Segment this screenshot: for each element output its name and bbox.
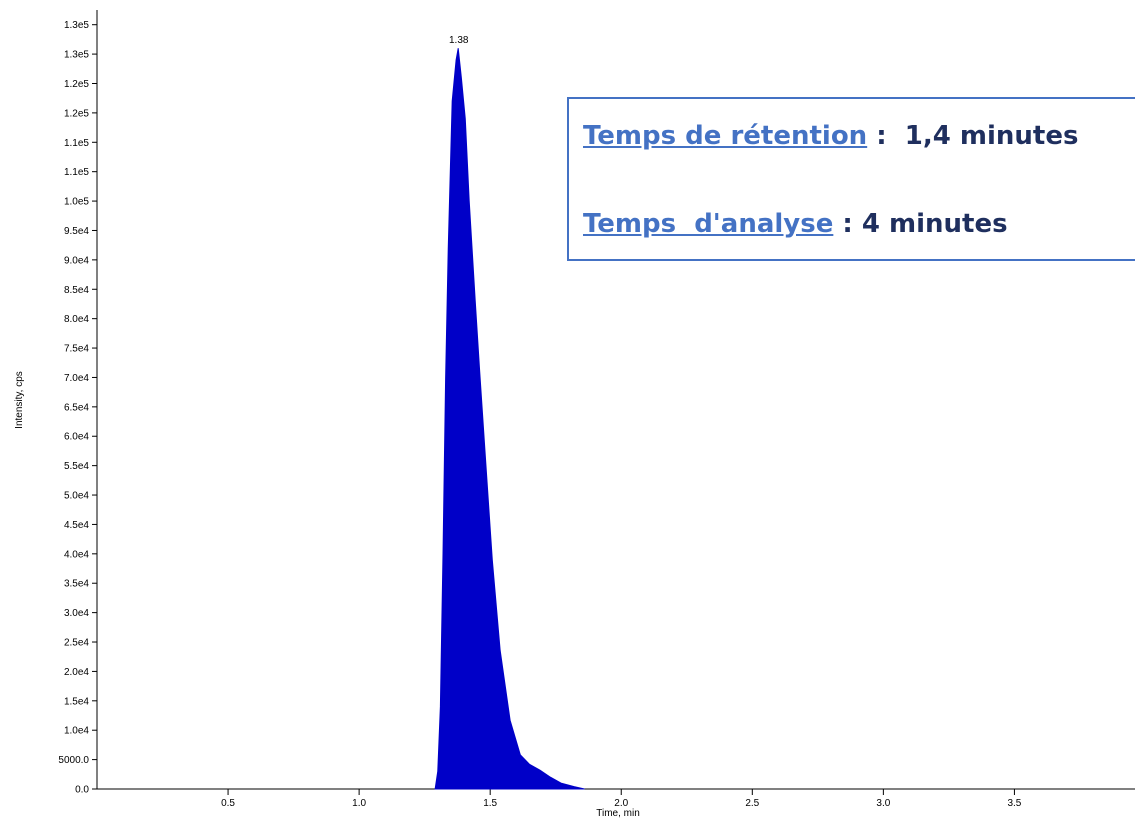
annotation-label: Temps de rétention	[583, 121, 868, 151]
annotation-separator: :	[833, 209, 862, 239]
annotation-box: Temps de rétention : 1,4 minutes Temps d…	[567, 97, 1135, 261]
x-tick-label: 0.5	[221, 798, 235, 809]
annotation-separator: :	[867, 121, 905, 151]
peak-label: 1.38	[449, 35, 469, 46]
x-tick-label: 3.0	[876, 798, 890, 809]
y-tick-label: 9.0e4	[64, 255, 89, 266]
y-tick-label: 1.0e5	[64, 197, 89, 208]
annotation-line: Temps d'analyse : 4 minutes	[583, 209, 1008, 239]
y-tick-label: 1.5e4	[64, 696, 89, 707]
y-tick-label: 1.3e5	[64, 20, 89, 31]
y-tick-label: 5.0e4	[64, 491, 89, 502]
y-tick-label: 3.5e4	[64, 579, 89, 590]
y-tick-label: 8.0e4	[64, 314, 89, 325]
x-tick-label: 1.5	[483, 798, 497, 809]
x-tick-label: 1.0	[352, 798, 366, 809]
y-tick-label: 2.0e4	[64, 667, 89, 678]
y-tick-label: 1.1e5	[64, 167, 89, 178]
y-tick-label: 3.0e4	[64, 608, 89, 619]
y-tick-label: 9.5e4	[64, 226, 89, 237]
y-tick-label: 7.0e4	[64, 373, 89, 384]
annotation-label: Temps d'analyse	[583, 209, 834, 239]
y-tick-label: 5.5e4	[64, 461, 89, 472]
y-tick-label: 1.3e5	[64, 50, 89, 61]
y-tick-label: 5000.0	[58, 755, 89, 766]
x-tick-label: 2.0	[614, 798, 628, 809]
y-tick-label: 6.0e4	[64, 432, 89, 443]
annotation-line: Temps de rétention : 1,4 minutes	[583, 121, 1078, 151]
annotation-value: 4 minutes	[861, 209, 1008, 239]
y-tick-label: 1.1e5	[64, 138, 89, 149]
y-tick-label: 1.2e5	[64, 108, 89, 119]
y-tick-label: 7.5e4	[64, 344, 89, 355]
x-tick-label: 3.5	[1007, 798, 1021, 809]
peak-area	[434, 48, 585, 790]
y-tick-label: 2.5e4	[64, 638, 89, 649]
x-axis-label: Time, min	[596, 808, 640, 819]
y-tick-label: 4.0e4	[64, 549, 89, 560]
y-tick-label: 6.5e4	[64, 402, 89, 413]
y-tick-label: 0.0	[75, 785, 89, 796]
y-tick-label: 1.0e4	[64, 726, 89, 737]
x-tick-label: 2.5	[745, 798, 759, 809]
y-axis-label: Intensity, cps	[14, 371, 25, 429]
annotation-value: 1,4 minutes	[904, 121, 1079, 151]
y-tick-label: 4.5e4	[64, 520, 89, 531]
y-tick-label: 8.5e4	[64, 285, 89, 296]
y-tick-label: 1.2e5	[64, 79, 89, 90]
